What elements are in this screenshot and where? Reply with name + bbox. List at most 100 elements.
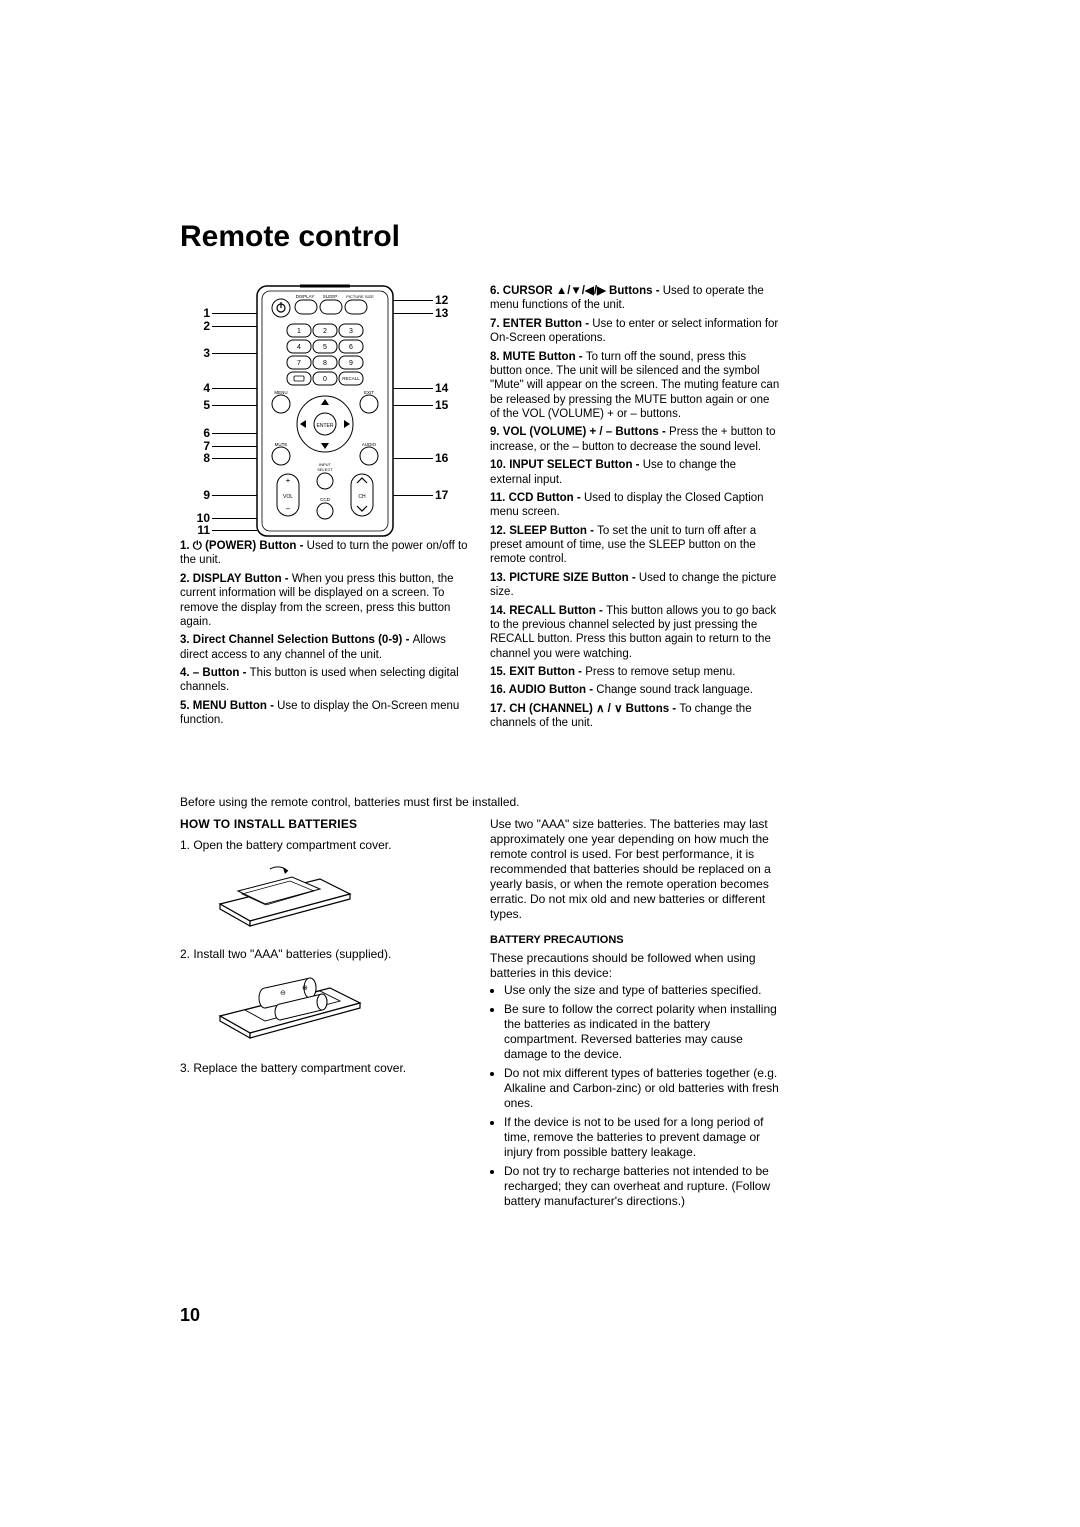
callout-lead xyxy=(212,405,257,406)
callout-3: 3 xyxy=(180,347,210,359)
svg-text:6: 6 xyxy=(349,344,353,351)
callout-1: 1 xyxy=(180,307,210,319)
precaution-heading: BATTERY PRECAUTIONS xyxy=(490,934,780,948)
callout-lead xyxy=(212,530,257,531)
callout-lead xyxy=(393,495,433,496)
picture-size-label: PICTURE SIZE xyxy=(346,294,374,299)
svg-text:1: 1 xyxy=(297,328,301,335)
legend-item: 16. AUDIO Button - Change sound track la… xyxy=(490,683,780,697)
callout-5: 5 xyxy=(180,399,210,411)
legend-item: 6. CURSOR ▲/▼/◀/▶ Buttons - Used to oper… xyxy=(490,284,780,313)
legend-item: 10. INPUT SELECT Button - Use to change … xyxy=(490,458,780,487)
battery-right-column: Use two "AAA" size batteries. The batter… xyxy=(490,817,780,1214)
callout-12: 12 xyxy=(435,294,465,306)
callout-13: 13 xyxy=(435,307,465,319)
precaution-intro: These precautions should be followed whe… xyxy=(490,951,780,981)
diagram-column: DISPLAY SLEEP PICTURE SIZE 1 2 3 4 5 6 7 xyxy=(180,284,470,735)
legend-item: 17. CH (CHANNEL) ∧ / ∨ Buttons - To chan… xyxy=(490,702,780,731)
svg-text:0: 0 xyxy=(323,376,327,383)
callout-lead xyxy=(393,300,433,301)
legend-item: 9. VOL (VOLUME) + / – Buttons - Press th… xyxy=(490,425,780,454)
page-title: Remote control xyxy=(180,220,900,254)
callout-lead xyxy=(212,388,257,389)
callout-lead xyxy=(393,388,433,389)
svg-text:CH: CH xyxy=(358,494,366,500)
legend-item: 3. Direct Channel Selection Buttons (0-9… xyxy=(180,633,470,662)
legend-left-column: 1. ⏻ (POWER) Button - Used to turn the p… xyxy=(180,539,470,728)
page-content: Remote control DISPLAY SLEEP PICTURE SIZ… xyxy=(180,220,900,1213)
legend-item: 2. DISPLAY Button - When you press this … xyxy=(180,572,470,630)
battery-step-3: 3. Replace the battery compartment cover… xyxy=(180,1061,470,1076)
legend-item: 14. RECALL Button - This button allows y… xyxy=(490,604,780,662)
callout-lead xyxy=(212,458,257,459)
svg-text:8: 8 xyxy=(323,360,327,367)
callout-17: 17 xyxy=(435,489,465,501)
battery-cover-open-illustration xyxy=(210,859,470,933)
legend-item: 4. – Button - This button is used when s… xyxy=(180,666,470,695)
svg-text:9: 9 xyxy=(349,360,353,367)
battery-left-column: HOW TO INSTALL BATTERIES 1. Open the bat… xyxy=(180,817,470,1214)
svg-text:AUDIO: AUDIO xyxy=(362,442,377,447)
svg-text:⊖: ⊖ xyxy=(280,990,286,997)
callout-16: 16 xyxy=(435,452,465,464)
svg-text:VOL: VOL xyxy=(283,494,293,500)
battery-usage-text: Use two "AAA" size batteries. The batter… xyxy=(490,817,780,922)
svg-text:CCD: CCD xyxy=(320,497,330,502)
svg-text:4: 4 xyxy=(297,344,301,351)
svg-text:⊕: ⊕ xyxy=(302,985,308,992)
legend-item: 1. ⏻ (POWER) Button - Used to turn the p… xyxy=(180,539,470,568)
precaution-item: If the device is not to be used for a lo… xyxy=(504,1115,780,1160)
callout-lead xyxy=(393,458,433,459)
battery-section: HOW TO INSTALL BATTERIES 1. Open the bat… xyxy=(180,817,900,1214)
callout-lead xyxy=(393,313,433,314)
svg-text:7: 7 xyxy=(297,360,301,367)
callout-11: 11 xyxy=(180,524,210,536)
precaution-item: Do not try to recharge batteries not int… xyxy=(504,1164,780,1209)
svg-text:MENU: MENU xyxy=(274,390,287,395)
precaution-item: Do not mix different types of batteries … xyxy=(504,1066,780,1111)
sleep-label: SLEEP xyxy=(323,294,338,299)
battery-heading: HOW TO INSTALL BATTERIES xyxy=(180,817,470,832)
callout-lead xyxy=(212,446,257,447)
battery-intro: Before using the remote control, batteri… xyxy=(180,795,900,809)
callout-lead xyxy=(212,518,257,519)
svg-text:+: + xyxy=(286,476,291,485)
callout-lead xyxy=(212,326,257,327)
svg-text:EXIT: EXIT xyxy=(364,390,374,395)
remote-top-area: DISPLAY SLEEP PICTURE SIZE 1 2 3 4 5 6 7 xyxy=(180,284,900,735)
legend-item: 5. MENU Button - Use to display the On-S… xyxy=(180,699,470,728)
callout-lead xyxy=(212,433,257,434)
display-label: DISPLAY xyxy=(296,294,315,299)
precaution-item: Be sure to follow the correct polarity w… xyxy=(504,1002,780,1062)
svg-text:MUTE: MUTE xyxy=(275,442,288,447)
callout-2: 2 xyxy=(180,320,210,332)
battery-step-1: 1. Open the battery compartment cover. xyxy=(180,838,470,853)
precaution-item: Use only the size and type of batteries … xyxy=(504,983,780,998)
svg-text:SELECT: SELECT xyxy=(317,467,333,472)
remote-diagram: DISPLAY SLEEP PICTURE SIZE 1 2 3 4 5 6 7 xyxy=(180,284,470,539)
page-number: 10 xyxy=(180,1305,200,1326)
remote-illustration: DISPLAY SLEEP PICTURE SIZE 1 2 3 4 5 6 7 xyxy=(255,284,395,539)
callout-8: 8 xyxy=(180,452,210,464)
legend-item: 7. ENTER Button - Use to enter or select… xyxy=(490,317,780,346)
callout-6: 6 xyxy=(180,427,210,439)
callout-lead xyxy=(212,353,257,354)
precaution-list: Use only the size and type of batteries … xyxy=(490,983,780,1209)
svg-text:3: 3 xyxy=(349,328,353,335)
callout-lead xyxy=(393,405,433,406)
callout-14: 14 xyxy=(435,382,465,394)
svg-text:–: – xyxy=(286,504,291,513)
legend-item: 11. CCD Button - Used to display the Clo… xyxy=(490,491,780,520)
callout-9: 9 xyxy=(180,489,210,501)
legend-right-column: 6. CURSOR ▲/▼/◀/▶ Buttons - Used to oper… xyxy=(490,284,780,735)
callout-15: 15 xyxy=(435,399,465,411)
battery-step-2: 2. Install two "AAA" batteries (supplied… xyxy=(180,947,470,962)
svg-text:RECALL: RECALL xyxy=(342,376,360,381)
svg-text:2: 2 xyxy=(323,328,327,335)
svg-text:5: 5 xyxy=(323,344,327,351)
battery-install-illustration: ⊖⊕ xyxy=(210,968,470,1047)
callout-4: 4 xyxy=(180,382,210,394)
callout-lead xyxy=(212,313,257,314)
svg-text:ENTER: ENTER xyxy=(317,423,334,429)
legend-item: 15. EXIT Button - Press to remove setup … xyxy=(490,665,780,679)
